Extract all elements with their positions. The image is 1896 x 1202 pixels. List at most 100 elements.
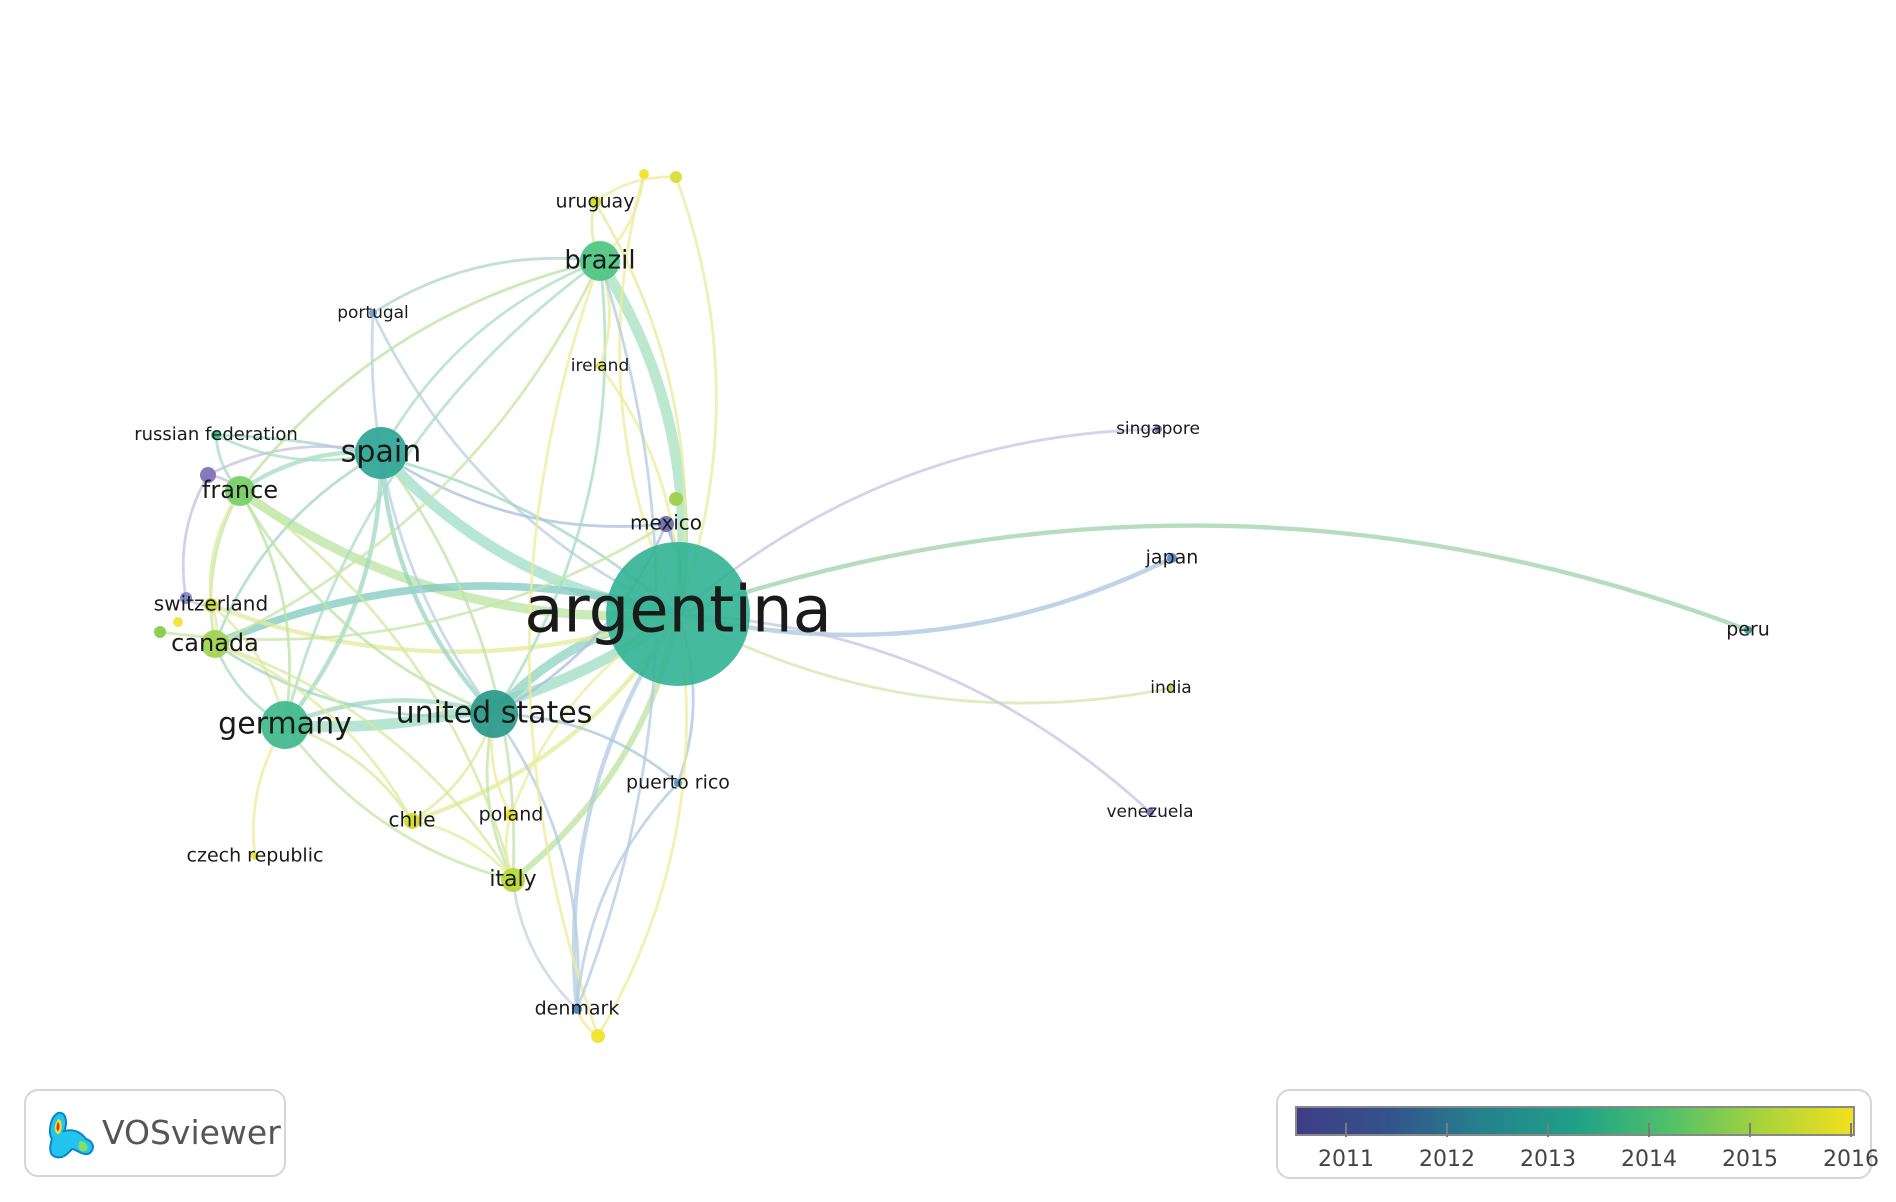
link-united_states-puerto_rico (493, 712, 679, 785)
node-ireland[interactable] (596, 362, 604, 370)
link-italy-denmark (511, 879, 578, 1011)
label-canada[interactable]: canada (171, 629, 259, 657)
label-venezuela[interactable]: venezuela (1106, 802, 1193, 822)
link-france-canada (209, 490, 242, 645)
label-ireland[interactable]: ireland (571, 356, 630, 376)
node-poland[interactable] (505, 809, 517, 821)
node-uruguay[interactable] (589, 196, 601, 208)
node-spain[interactable] (355, 427, 407, 479)
link-spain-mexico (380, 451, 667, 528)
node-brazil[interactable] (580, 241, 620, 281)
link-italy-chile (411, 819, 515, 881)
vosviewer-logo: VOSviewer (24, 1089, 286, 1177)
label-japan[interactable]: japan (1145, 547, 1199, 569)
node-united-states[interactable] (470, 690, 518, 738)
link-argentina-singapore (677, 427, 1159, 616)
label-poland[interactable]: poland (479, 804, 544, 826)
link-mexico-unlabeled_f (159, 522, 667, 641)
vosviewer-logo-icon (49, 1111, 94, 1159)
node-unlabeled-e[interactable] (180, 592, 192, 604)
link-unlabeled_d-unlabeled_e (181, 474, 210, 599)
labels-layer: argentina spain united states germany brazil… (134, 191, 1770, 1020)
label-brazil[interactable]: brazil (564, 246, 635, 276)
label-portugal[interactable]: portugal (337, 303, 409, 323)
link-portugal-united_states (370, 312, 496, 715)
node-india[interactable] (1167, 684, 1175, 692)
vosviewer-logo-text: VOSviewer (102, 1113, 281, 1152)
link-spain-germany (283, 452, 384, 727)
legend-label-2016: 2016 (1823, 1147, 1879, 1172)
label-italy[interactable]: italy (489, 867, 536, 892)
legend-label-2015: 2015 (1722, 1147, 1778, 1172)
link-spain-united_states (378, 452, 496, 716)
legend-tick (1345, 1123, 1347, 1137)
link-france-italy (239, 489, 515, 881)
node-peru[interactable] (1744, 626, 1752, 634)
link-spain-canada (213, 451, 382, 645)
link-france-switzerland (208, 490, 242, 606)
node-germany[interactable] (261, 701, 309, 749)
label-argentina[interactable]: argentina (524, 574, 832, 648)
node-chile[interactable] (404, 813, 420, 829)
link-germany-italy (283, 724, 514, 882)
legend-label-2012: 2012 (1419, 1147, 1475, 1172)
node-unlabeled-h[interactable] (591, 1029, 605, 1043)
label-spain[interactable]: spain (341, 435, 421, 470)
node-russian-federation[interactable] (211, 430, 221, 440)
node-unlabeled-g[interactable] (173, 617, 183, 627)
node-france[interactable] (225, 476, 255, 506)
link-brazil-france (238, 259, 601, 492)
label-france[interactable]: france (202, 476, 278, 504)
node-denmark[interactable] (572, 1004, 582, 1014)
node-unlabeled-b[interactable] (670, 171, 682, 183)
label-puerto-rico[interactable]: puerto rico (626, 772, 730, 794)
color-legend: 2011 2012 2013 2014 2015 2016 (1276, 1089, 1879, 1179)
link-canada-italy (214, 642, 515, 881)
label-india[interactable]: india (1150, 678, 1191, 698)
legend-label-2011: 2011 (1318, 1147, 1374, 1172)
link-united_states-canada (214, 642, 495, 718)
link-canada-chile (214, 642, 414, 822)
node-italy[interactable] (501, 868, 525, 892)
link-united_states-denmark (492, 713, 580, 1010)
legend-tick (1850, 1123, 1852, 1137)
link-germany-united_states (284, 698, 495, 728)
legend-tick (1749, 1123, 1751, 1137)
label-germany[interactable]: germany (218, 707, 352, 742)
label-chile[interactable]: chile (388, 808, 435, 832)
node-switzerland[interactable] (204, 598, 218, 612)
label-mexico[interactable]: mexico (630, 511, 702, 535)
node-singapore[interactable] (1154, 425, 1162, 433)
label-switzerland[interactable]: switzerland (154, 592, 268, 616)
node-czech-republic[interactable] (251, 852, 259, 860)
link-argentina-venezuela (677, 612, 1151, 814)
node-unlabeled-c[interactable] (669, 492, 683, 506)
link-spain-brazil (379, 259, 601, 454)
node-venezuela[interactable] (1146, 808, 1154, 816)
link-united_states-france (238, 490, 495, 716)
label-united-states[interactable]: united states (396, 696, 593, 731)
node-argentina[interactable] (606, 542, 750, 686)
node-japan[interactable] (1167, 553, 1177, 563)
node-unlabeled-f[interactable] (154, 626, 166, 638)
node-unlabeled-d[interactable] (200, 467, 216, 483)
node-canada[interactable] (201, 630, 229, 658)
node-unlabeled-a[interactable] (639, 169, 649, 179)
legend-tick (1547, 1123, 1549, 1137)
node-portugal[interactable] (369, 309, 377, 317)
label-singapore[interactable]: singapore (1116, 419, 1200, 439)
link-brazil-unlabeled_h (527, 260, 602, 1037)
label-russian-federation[interactable]: russian federation (134, 424, 298, 445)
node-mexico[interactable] (658, 516, 674, 532)
link-brazil-portugal (372, 256, 601, 315)
link-denmark-puerto_rico (575, 782, 680, 1010)
node-puerto-rico[interactable] (674, 779, 682, 787)
legend-color-bar (1295, 1106, 1855, 1136)
label-peru[interactable]: peru (1726, 619, 1770, 641)
label-czech-republic[interactable]: czech republic (187, 845, 324, 867)
link-argentina-peru (677, 523, 1749, 633)
label-uruguay[interactable]: uruguay (556, 191, 635, 213)
legend-label-2013: 2013 (1520, 1147, 1576, 1172)
label-denmark[interactable]: denmark (535, 998, 620, 1020)
